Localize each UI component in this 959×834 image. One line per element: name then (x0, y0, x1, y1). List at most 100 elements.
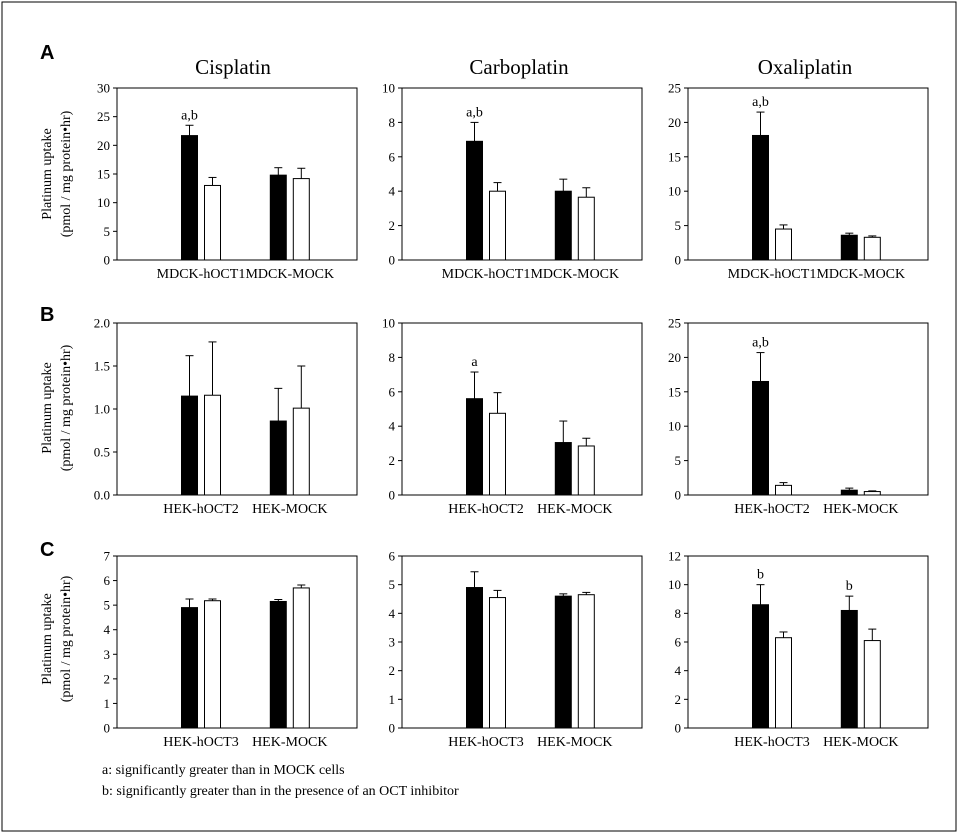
panel-c-2-category-label-0: HEK-hOCT3 (448, 735, 523, 750)
panel-c-3-ytick-label-5: 10 (668, 577, 681, 592)
panel-a-3-ytick-label-2: 10 (668, 184, 681, 199)
panel-c-2-bar-s1-c0 (489, 597, 506, 729)
panel-c-2-ytick-label-6: 6 (389, 549, 396, 564)
panel-b-2-ytick-label-3: 6 (389, 384, 396, 399)
panel-a-3-ytick-label-0: 0 (675, 253, 682, 268)
panel-a-2-annotation-0: a,b (466, 105, 483, 120)
panel-c-3-bar-s0-c0 (752, 604, 769, 729)
panel-b-1-bar-s1-c1 (292, 407, 310, 496)
panel-a-2-ytick-label-5: 10 (382, 81, 395, 96)
panel-c-2-ytick-label-3: 3 (389, 635, 396, 650)
panel-b-3-ytick-label-0: 0 (675, 488, 682, 503)
panel-b-3-ytick-label-5: 25 (668, 316, 681, 331)
panel-b-3-category-label-0: HEK-hOCT2 (734, 502, 809, 517)
panel-b-1-bar-s0-c1 (269, 420, 287, 496)
panel-b-2-plot-frame (401, 322, 643, 496)
panel-c-3-bar-s1-c1 (863, 640, 881, 729)
panel-a-2-bar-s1-c0 (489, 190, 506, 261)
column-title-oxaliplatin: Oxaliplatin (758, 55, 853, 79)
panel-a-2-ytick-label-0: 0 (389, 253, 396, 268)
panel-a-2-ytick-label-3: 6 (389, 149, 396, 164)
panel-c-1-ytick-label-4: 4 (104, 622, 111, 637)
panel-c-2-bar-s1-c1 (577, 594, 595, 729)
panel-c-1-ytick-label-2: 2 (104, 671, 111, 686)
panel-a-1-bar-s1-c1 (292, 178, 310, 261)
panel-b-1-ytick-label-4: 2.0 (94, 316, 110, 331)
panel-c-3-ytick-label-4: 8 (675, 606, 682, 621)
panel-a-3-ytick-label-3: 15 (668, 149, 681, 164)
panel-a-3-plot-frame (687, 87, 929, 261)
panel-b-1-bar-s0-c0 (181, 395, 198, 496)
panel-b-3-ytick-label-4: 20 (668, 350, 681, 365)
panel-b-2-bar-s1-c0 (489, 412, 506, 496)
panel-b-3-bar-s1-c1 (863, 491, 881, 496)
panel-a-1-ytick-label-4: 20 (97, 138, 110, 153)
panel-c-1-bar-s0-c1 (269, 600, 287, 729)
panel-b-2-annotation-0: a (471, 355, 478, 370)
panel-a-1-category-label-1: MDCK-MOCK (245, 267, 334, 282)
panel-c-3-category-label-1: HEK-MOCK (823, 735, 898, 750)
panel-c-1-bar-s0-c0 (181, 607, 198, 729)
y-axis-label-c-line1: Platinum uptake (40, 593, 55, 684)
panel-a-2-bar-s0-c1 (554, 190, 572, 261)
panel-c-2-ytick-label-4: 4 (389, 606, 396, 621)
panel-a-1-ytick-label-1: 5 (104, 224, 111, 239)
panel-b-2: 0 2 4 6 8 10 HEK-hOCT2 HEK-MOCK a (382, 316, 643, 517)
panel-c-2-plot-frame (401, 555, 643, 729)
panel-b-2-bar-s0-c1 (554, 442, 572, 496)
y-axis-label-b-line1: Platinum uptake (40, 362, 55, 453)
panel-c-1-category-label-0: HEK-hOCT3 (163, 735, 238, 750)
panel-b-3-bar-s0-c0 (752, 380, 769, 496)
panel-b-3-annotation-0: a,b (752, 336, 769, 351)
panel-b-3-plot-frame (687, 322, 929, 496)
panel-c-1-ytick-label-1: 1 (104, 696, 111, 711)
panel-letter-c: C (40, 539, 54, 561)
panel-c-1-ytick-label-0: 0 (104, 721, 111, 736)
panel-a-3-category-label-0: MDCK-hOCT1 (728, 267, 817, 282)
panel-c-3-bar-s0-c1 (840, 609, 858, 729)
panel-c-3: 0 2 4 6 8 10 12 HEK-hOCT3 HEK-MOCK b b (668, 549, 929, 750)
panel-b-2-category-label-1: HEK-MOCK (537, 502, 612, 517)
panel-b-3-bar-s1-c0 (775, 484, 792, 496)
panel-b-3-ytick-label-1: 5 (675, 453, 682, 468)
panel-b-1-bar-s1-c0 (204, 394, 221, 496)
panel-c-3-ytick-label-1: 2 (675, 692, 682, 707)
panel-c-3-annotation-1: b (846, 579, 853, 594)
panel-b-1: 0.0 0.5 1.0 1.5 2.0 HEK-hOCT2 HEK-MOCK (94, 316, 358, 517)
footnote-a: a: significantly greater than in MOCK ce… (102, 763, 345, 778)
panel-b-2-bar-s1-c1 (577, 445, 595, 496)
panel-a-2-category-label-0: MDCK-hOCT1 (442, 267, 531, 282)
panel-c-2-ytick-label-5: 5 (389, 577, 396, 592)
panel-a-2-ytick-label-1: 2 (389, 218, 396, 233)
panel-a-3-annotation-0: a,b (752, 95, 769, 110)
panel-c-2-ytick-label-2: 2 (389, 663, 396, 678)
panel-a-1-plot-frame (116, 87, 358, 261)
panel-c-3-ytick-label-2: 4 (675, 663, 682, 678)
panel-a-2-category-label-1: MDCK-MOCK (530, 267, 619, 282)
panel-a-1-ytick-label-3: 15 (97, 167, 110, 182)
panel-b-1-plot-frame (116, 322, 358, 496)
panel-a-1-bar-s0-c0 (181, 135, 198, 261)
panel-b-1-category-label-0: HEK-hOCT2 (163, 502, 238, 517)
column-title-cisplatin: Cisplatin (195, 55, 271, 79)
panel-b-3-ytick-label-3: 15 (668, 384, 681, 399)
panel-b-2-ytick-label-2: 4 (389, 419, 396, 434)
panel-c-3-ytick-label-3: 6 (675, 635, 682, 650)
panel-b-1-ytick-label-1: 0.5 (94, 445, 110, 460)
panel-a-2-bar-s1-c1 (577, 196, 595, 261)
panel-c-2-bar-s0-c1 (554, 595, 572, 729)
panel-b-2-ytick-label-1: 2 (389, 453, 396, 468)
panel-a-3-bar-s1-c1 (863, 236, 881, 261)
panel-b-3-category-label-1: HEK-MOCK (823, 502, 898, 517)
panel-a-3-bar-s0-c1 (840, 234, 858, 261)
panel-c-2-ytick-label-0: 0 (389, 721, 396, 736)
panel-a-3-bar-s1-c0 (775, 228, 792, 261)
panel-a-1-ytick-label-0: 0 (104, 253, 111, 268)
panel-c-3-annotation-0: b (757, 568, 764, 583)
panel-c-2-ytick-label-1: 1 (389, 692, 396, 707)
panel-a-1-category-label-0: MDCK-hOCT1 (157, 267, 246, 282)
panel-a-3-bar-s0-c0 (752, 134, 769, 261)
panel-c-3-ytick-label-6: 12 (668, 549, 681, 564)
